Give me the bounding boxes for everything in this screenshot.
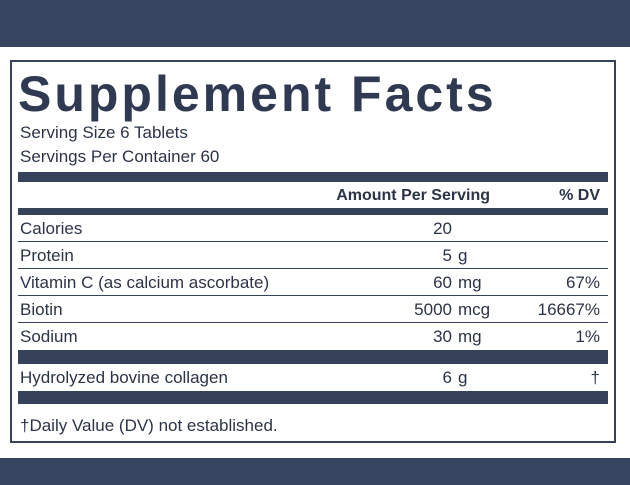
thick-bar <box>18 350 608 364</box>
unit: mcg <box>458 300 491 319</box>
label-frame <box>10 60 616 443</box>
amount: 5000 <box>414 300 452 319</box>
amount: 60 <box>433 273 452 292</box>
title: Supplement Facts <box>18 66 497 122</box>
row-rule <box>18 322 608 323</box>
unit: g <box>458 368 468 387</box>
amount: 6 <box>442 368 452 387</box>
amount: 20 <box>433 219 452 238</box>
panel <box>0 47 630 458</box>
serving-size: Serving Size 6 Tablets <box>20 123 188 142</box>
thick-bar <box>18 172 608 182</box>
nutrient-name: Vitamin C (as calcium ascorbate) <box>20 273 270 292</box>
amount: 5 <box>442 246 452 265</box>
nutrient-name: Protein <box>20 246 74 265</box>
unit: mg <box>458 273 482 292</box>
thick-bar <box>18 391 608 404</box>
row-rule <box>18 295 608 296</box>
nutrient-name: Calories <box>20 219 83 238</box>
dv: † <box>590 368 600 387</box>
dv: 16667% <box>537 300 600 319</box>
nutrient-name: Sodium <box>20 327 78 346</box>
amount: 30 <box>433 327 452 346</box>
amount-header: Amount Per Serving <box>336 187 490 204</box>
row-rule <box>18 268 608 269</box>
servings-per-container: Servings Per Container 60 <box>20 147 220 166</box>
dv: 67% <box>565 273 600 292</box>
thick-bar <box>18 208 608 215</box>
footnote: †Daily Value (DV) not established. <box>20 416 278 435</box>
dv: 1% <box>575 327 600 346</box>
unit: g <box>458 246 468 265</box>
unit: mg <box>458 327 482 346</box>
nutrient-name: Hydrolyzed bovine collagen <box>20 368 228 387</box>
nutrient-name: Biotin <box>20 300 63 319</box>
row-rule <box>18 241 608 242</box>
dv-header: % DV <box>559 187 600 204</box>
